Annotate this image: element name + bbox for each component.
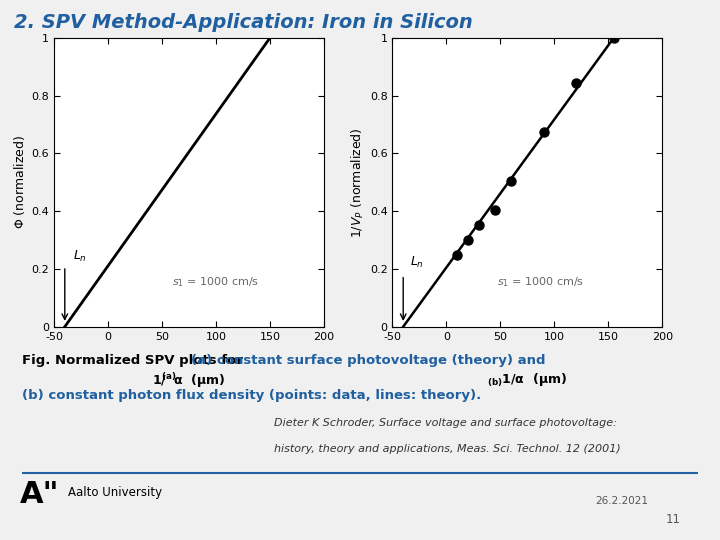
Text: $\mathbf{{}_{(b)}1/\alpha}$  $\mathbf{(\mu m)}$: $\mathbf{{}_{(b)}1/\alpha}$ $\mathbf{(\m…	[487, 372, 567, 389]
Text: $s_1$ = 1000 cm/s: $s_1$ = 1000 cm/s	[172, 275, 260, 289]
Text: Fig. Normalized SPV plots for: Fig. Normalized SPV plots for	[22, 354, 247, 367]
Text: (b) constant photon flux density (points: data, lines: theory).: (b) constant photon flux density (points…	[22, 389, 481, 402]
Y-axis label: $\Phi$ (normalized): $\Phi$ (normalized)	[12, 135, 27, 230]
Text: $\mathbf{1/\!\!{}^{(a)}\!\alpha}$  $\mathbf{(\mu m)}$: $\mathbf{1/\!\!{}^{(a)}\!\alpha}$ $\math…	[152, 372, 226, 390]
Text: A": A"	[20, 480, 60, 509]
Text: $L_n$: $L_n$	[73, 249, 87, 265]
Text: 2. SPV Method-Application: Iron in Silicon: 2. SPV Method-Application: Iron in Silic…	[14, 14, 473, 32]
Text: history, theory and applications, Meas. Sci. Technol. 12 (2001): history, theory and applications, Meas. …	[274, 444, 621, 455]
Text: 26.2.2021: 26.2.2021	[595, 496, 648, 506]
Text: Aalto University: Aalto University	[68, 486, 163, 499]
Text: (a) constant surface photovoltage (theory) and: (a) constant surface photovoltage (theor…	[191, 354, 545, 367]
Text: $s_1$ = 1000 cm/s: $s_1$ = 1000 cm/s	[498, 275, 585, 289]
Text: 11: 11	[665, 513, 680, 526]
Text: Dieter K Schroder, Surface voltage and surface photovoltage:: Dieter K Schroder, Surface voltage and s…	[274, 418, 616, 429]
Text: $L_n$: $L_n$	[410, 255, 423, 270]
Y-axis label: $1/V_P$ (normalized): $1/V_P$ (normalized)	[349, 127, 366, 238]
